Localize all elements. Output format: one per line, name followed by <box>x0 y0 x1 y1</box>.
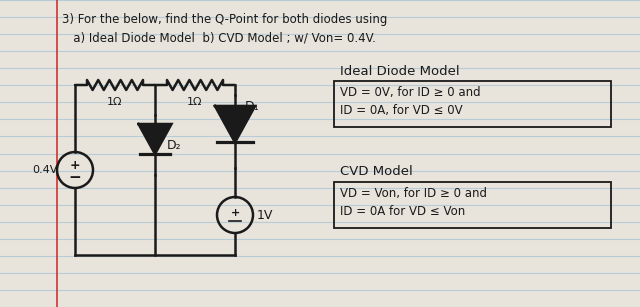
Text: VD = Von, for ID ≥ 0 and: VD = Von, for ID ≥ 0 and <box>340 187 487 200</box>
Text: 1Ω: 1Ω <box>188 97 203 107</box>
Text: 0.4V: 0.4V <box>32 165 58 175</box>
Text: CVD Model: CVD Model <box>340 165 413 178</box>
Text: 1V: 1V <box>257 208 273 221</box>
Text: Ideal Diode Model: Ideal Diode Model <box>340 65 460 78</box>
Text: +: + <box>230 208 239 218</box>
Text: +: + <box>70 158 80 172</box>
Polygon shape <box>138 124 172 154</box>
Polygon shape <box>215 106 255 142</box>
Text: D₁: D₁ <box>245 100 260 113</box>
Text: 3) For the below, find the Q-Point for both diodes using: 3) For the below, find the Q-Point for b… <box>62 13 387 26</box>
Text: −: − <box>68 169 81 185</box>
Text: ID = 0A for VD ≤ Von: ID = 0A for VD ≤ Von <box>340 205 465 218</box>
Text: ID = 0A, for VD ≤ 0V: ID = 0A, for VD ≤ 0V <box>340 104 463 117</box>
Text: D₂: D₂ <box>167 138 182 151</box>
Text: a) Ideal Diode Model  b) CVD Model ; w/ Von= 0.4V.: a) Ideal Diode Model b) CVD Model ; w/ V… <box>62 31 376 44</box>
Text: 1Ω: 1Ω <box>108 97 123 107</box>
Text: VD = 0V, for ID ≥ 0 and: VD = 0V, for ID ≥ 0 and <box>340 86 481 99</box>
